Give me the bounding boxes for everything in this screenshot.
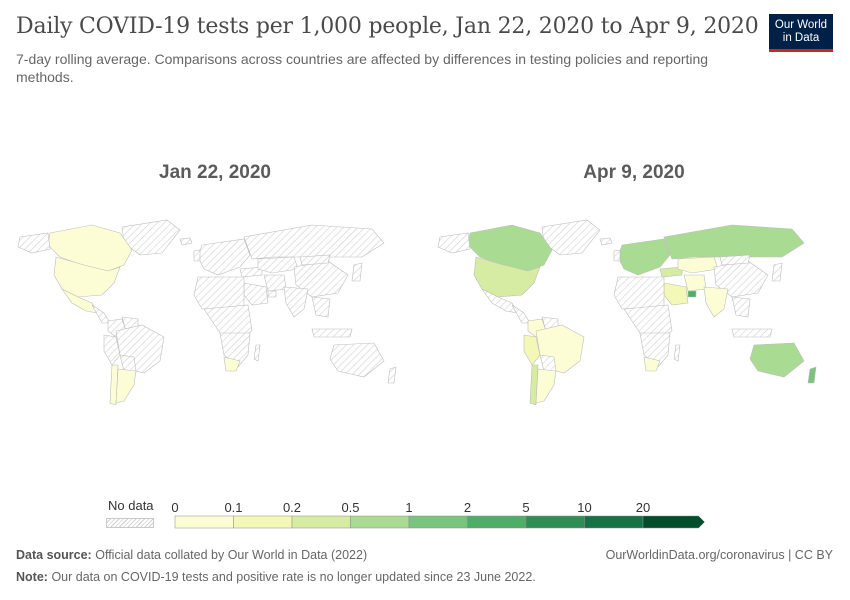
region-united-states[interactable] xyxy=(53,256,121,298)
region-central-america[interactable] xyxy=(91,304,111,324)
owid-logo[interactable]: Our World in Data xyxy=(769,14,833,52)
region-new-zealand[interactable] xyxy=(807,366,817,384)
region-japan[interactable] xyxy=(771,262,783,282)
region-bolivia[interactable] xyxy=(539,354,557,372)
region-argentina[interactable] xyxy=(535,368,557,404)
region-saudi-arabia[interactable] xyxy=(663,282,689,306)
region-united-arab-emirates[interactable] xyxy=(267,290,277,298)
map-date-right: Apr 9, 2020 xyxy=(583,162,685,183)
region-turkey[interactable] xyxy=(239,266,263,278)
region-madagascar[interactable] xyxy=(253,344,261,362)
legend-tick-label: 1 xyxy=(405,500,412,515)
legend-bin-4[interactable] xyxy=(408,515,468,529)
region-indonesia[interactable] xyxy=(311,328,353,338)
region-south-africa[interactable] xyxy=(643,356,661,372)
legend-no-data-swatch xyxy=(106,518,154,528)
region-south-africa[interactable] xyxy=(223,356,241,372)
legend-tick-label: 5 xyxy=(522,500,529,515)
legend-bin-5[interactable] xyxy=(467,515,527,529)
legend-bin-1[interactable] xyxy=(233,515,293,529)
legend-tick-label: 0.5 xyxy=(341,500,359,515)
chart-subtitle: 7-day rolling average. Comparisons acros… xyxy=(16,51,709,85)
legend-bin-3[interactable] xyxy=(350,515,410,529)
logo-line-2: in Data xyxy=(782,32,820,44)
legend-tick-label: 0.2 xyxy=(283,500,301,515)
legend-tick-label: 2 xyxy=(464,500,471,515)
region-united-arab-emirates[interactable] xyxy=(687,290,697,298)
logo-line-1: Our World xyxy=(774,19,828,31)
region-uk[interactable] xyxy=(193,249,201,262)
legend-tick-label: 0 xyxy=(171,500,178,515)
region-russia[interactable] xyxy=(243,224,385,260)
region-australia[interactable] xyxy=(749,342,805,378)
region-indonesia[interactable] xyxy=(731,328,773,338)
region-iceland[interactable] xyxy=(179,237,193,246)
footer-note-text: Our data on COVID-19 tests and positive … xyxy=(51,570,536,584)
legend-bin-6[interactable] xyxy=(525,515,585,529)
region-southern-africa[interactable] xyxy=(219,332,251,368)
footer-source-label: Data source: xyxy=(16,548,92,562)
region-mongolia[interactable] xyxy=(719,254,751,266)
region-iran[interactable] xyxy=(683,274,707,292)
color-legend: No data 0 0.1 0.2 0.5 1 2 5 10 20 xyxy=(100,496,720,536)
region-japan[interactable] xyxy=(351,262,363,282)
map-date-left: Jan 22, 2020 xyxy=(159,162,271,183)
legend-tick-label: 10 xyxy=(577,500,591,515)
region-chile[interactable] xyxy=(529,364,539,405)
legend-bin-8[interactable] xyxy=(642,515,705,529)
region-argentina[interactable] xyxy=(115,368,137,404)
region-peru[interactable] xyxy=(103,334,121,366)
region-alaska[interactable] xyxy=(437,232,471,254)
region-kazakhstan[interactable] xyxy=(677,256,719,274)
footer-source-text: Official data collated by Our World in D… xyxy=(95,548,368,562)
region-india[interactable] xyxy=(283,286,309,318)
region-chile[interactable] xyxy=(109,364,119,405)
region-mongolia[interactable] xyxy=(299,254,331,266)
region-bolivia[interactable] xyxy=(119,354,137,372)
chart-title: Daily COVID-19 tests per 1,000 people, J… xyxy=(16,14,759,39)
region-iran[interactable] xyxy=(263,274,287,292)
world-map-jan-22 xyxy=(17,219,397,405)
region-new-zealand[interactable] xyxy=(387,366,397,384)
legend-color-bar: 0 0.1 0.2 0.5 1 2 5 10 20 xyxy=(171,500,705,529)
region-saudi-arabia[interactable] xyxy=(243,282,269,306)
region-india[interactable] xyxy=(703,286,729,318)
footer-note: Note: Our data on COVID-19 tests and pos… xyxy=(16,570,536,584)
region-madagascar[interactable] xyxy=(673,344,681,362)
world-map-apr-9 xyxy=(437,219,817,405)
region-alaska[interactable] xyxy=(17,232,51,254)
footer-url-link[interactable]: OurWorldinData.org/coronavirus | CC BY xyxy=(605,548,833,562)
region-central-america[interactable] xyxy=(511,304,531,324)
legend-tick-label: 0.1 xyxy=(224,500,242,515)
legend-bin-7[interactable] xyxy=(584,515,644,529)
region-peru[interactable] xyxy=(523,334,541,366)
footer-source: Data source: Official data collated by O… xyxy=(16,548,367,562)
legend-bin-2[interactable] xyxy=(291,515,351,529)
region-iceland[interactable] xyxy=(599,237,613,246)
region-russia[interactable] xyxy=(663,224,805,260)
region-southeast-asia[interactable] xyxy=(731,296,751,318)
region-australia[interactable] xyxy=(329,342,385,378)
region-north-africa[interactable] xyxy=(193,276,245,310)
region-united-states[interactable] xyxy=(473,256,541,298)
region-kazakhstan[interactable] xyxy=(257,256,299,274)
legend-no-data-label: No data xyxy=(108,498,154,513)
region-southern-africa[interactable] xyxy=(639,332,671,368)
region-canada[interactable] xyxy=(47,224,133,272)
legend-tick-label: 20 xyxy=(636,500,650,515)
region-north-africa[interactable] xyxy=(613,276,665,310)
footer-note-label: Note: xyxy=(16,570,48,584)
region-uk[interactable] xyxy=(613,249,621,262)
region-southeast-asia[interactable] xyxy=(311,296,331,318)
region-canada[interactable] xyxy=(467,224,553,272)
legend-bin-0[interactable] xyxy=(174,515,234,529)
region-turkey[interactable] xyxy=(659,266,683,278)
